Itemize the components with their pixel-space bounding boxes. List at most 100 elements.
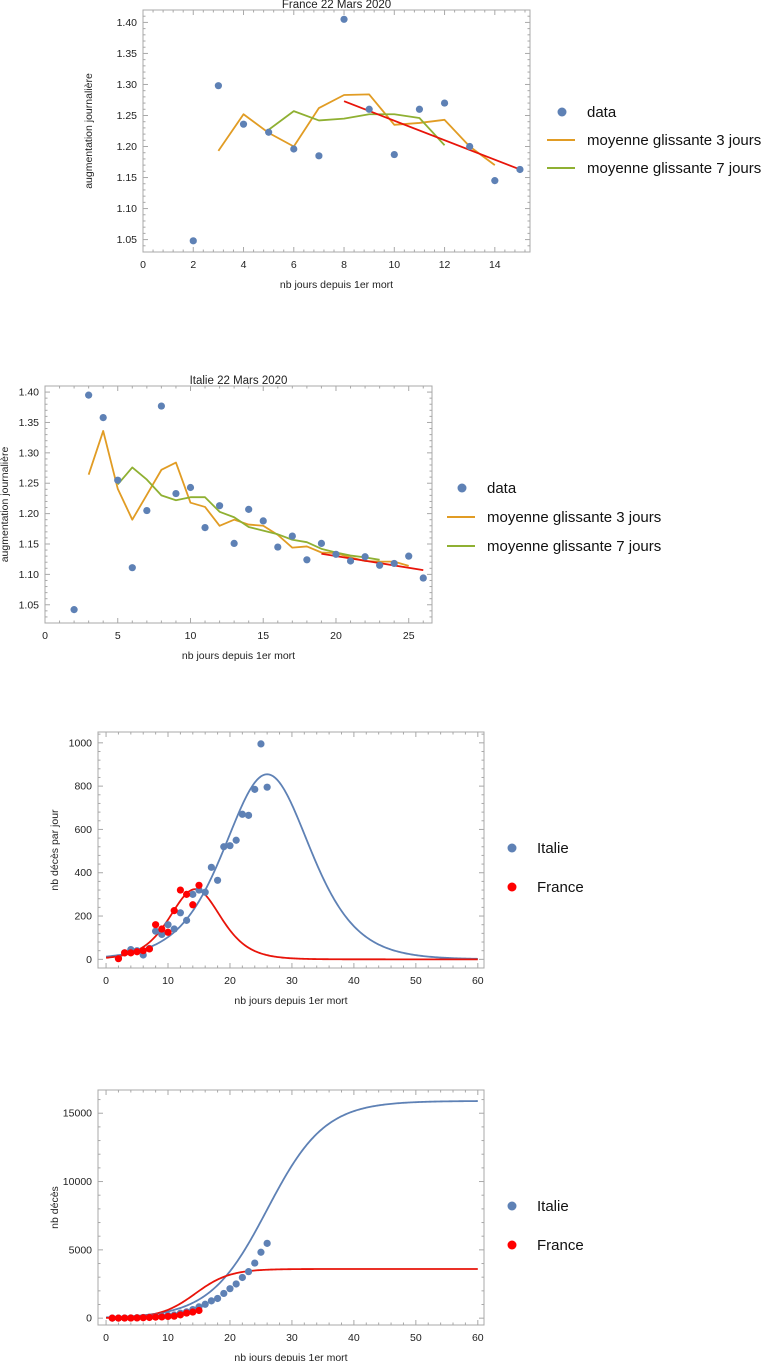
plot-frame — [97, 1089, 485, 1326]
data-point — [415, 105, 424, 113]
y-tick-label: 1.10 — [117, 203, 138, 215]
data-point — [232, 836, 240, 844]
x-tick-label: 30 — [286, 1332, 298, 1344]
data-point — [259, 517, 267, 525]
y-tick-label: 400 — [74, 867, 92, 879]
y-tick-label: 1.40 — [117, 17, 138, 29]
y-tick-label: 1.35 — [117, 48, 138, 60]
data-point — [263, 1239, 271, 1247]
y-tick-label: 1.05 — [19, 599, 40, 611]
data-point — [170, 925, 178, 933]
x-axis-label: nb jours depuis 1er mort — [182, 650, 295, 662]
x-axis-label: nb jours depuis 1er mort — [234, 995, 347, 1007]
data-point — [257, 1248, 265, 1256]
plot-frame — [97, 731, 485, 969]
data-point — [232, 1280, 240, 1288]
data-point — [114, 476, 122, 484]
series-line-3 — [268, 110, 446, 146]
legend-marker — [507, 1201, 517, 1211]
y-axis-label: nb décès — [49, 1186, 61, 1229]
x-tick-label: 40 — [348, 975, 360, 987]
legend-label: moyenne glissante 3 jours — [587, 132, 761, 149]
chart-title: France 22 Mars 2020 — [282, 0, 391, 11]
y-tick-label: 15000 — [63, 1108, 92, 1120]
fit-curve-3 — [105, 773, 478, 960]
y-tick-label: 1.05 — [117, 234, 138, 246]
data-point — [195, 881, 203, 889]
data-point — [215, 502, 224, 510]
x-tick-label: 50 — [410, 975, 422, 987]
legend-label: Italie — [537, 1198, 569, 1215]
data-point — [238, 810, 246, 818]
data-point — [251, 785, 259, 793]
x-tick-label: 4 — [241, 259, 247, 271]
data-point — [516, 165, 524, 174]
data-point — [207, 863, 215, 871]
y-tick-label: 1.30 — [117, 79, 138, 91]
data-point — [220, 1289, 228, 1298]
y-tick-label: 1000 — [69, 737, 93, 749]
data-point — [186, 483, 195, 492]
chart-2: 0 5 10 15 20 25 1.05 1.10 1.15 1.20 1.25 1.30 1.35 1.… — [0, 375, 661, 662]
data-point — [365, 105, 373, 113]
data-point — [170, 907, 178, 915]
y-tick-label: 1.20 — [117, 141, 138, 153]
data-point — [207, 1297, 215, 1305]
data-point — [376, 561, 384, 569]
data-point — [114, 1314, 123, 1322]
data-point — [164, 1312, 172, 1321]
legend-marker — [507, 843, 517, 853]
data-point — [332, 550, 340, 558]
y-tick-label: 1.25 — [19, 478, 40, 490]
data-point — [176, 909, 185, 917]
data-point — [466, 142, 474, 151]
data-point — [133, 948, 141, 956]
data-point — [239, 120, 248, 128]
y-tick-label: 600 — [74, 824, 92, 836]
series-line-4 — [343, 100, 521, 171]
x-tick-label: 10 — [162, 975, 174, 987]
legend-marker — [457, 483, 467, 493]
data-point — [143, 506, 151, 515]
x-axis-label: nb jours depuis 1er mort — [234, 1352, 347, 1361]
data-point — [201, 523, 209, 532]
data-point — [201, 1300, 209, 1308]
y-tick-label: 1.25 — [117, 110, 138, 122]
x-tick-label: 20 — [330, 630, 342, 642]
x-tick-label: 10 — [388, 259, 400, 271]
series-line-2 — [217, 93, 496, 166]
data-point — [133, 1314, 141, 1322]
data-point — [127, 949, 135, 957]
data-point — [121, 1314, 129, 1322]
y-tick-label: 1.15 — [19, 539, 40, 551]
legend-label: France — [537, 1237, 584, 1254]
data-point — [230, 539, 238, 547]
x-tick-label: 10 — [185, 630, 197, 642]
x-tick-label: 0 — [103, 975, 109, 987]
x-tick-label: 0 — [42, 630, 48, 642]
data-point — [158, 930, 166, 939]
data-point — [189, 1308, 197, 1316]
legend-label: France — [537, 879, 584, 896]
plot-frame — [44, 385, 433, 624]
series-line-3 — [117, 466, 380, 561]
data-point — [263, 783, 271, 791]
series-line-2 — [87, 430, 409, 567]
data-point — [340, 15, 348, 23]
data-point — [157, 402, 165, 410]
data-point — [290, 145, 298, 153]
y-tick-label: 200 — [74, 911, 92, 923]
y-tick-label: 5000 — [69, 1244, 93, 1256]
data-point — [128, 564, 136, 572]
y-tick-label: 800 — [74, 781, 92, 793]
legend-marker — [507, 1240, 517, 1250]
data-point — [176, 1311, 185, 1319]
data-point — [183, 1309, 191, 1317]
x-tick-label: 20 — [224, 975, 236, 987]
data-point — [265, 128, 273, 136]
data-point — [127, 1314, 135, 1322]
legend-label: moyenne glissante 3 jours — [487, 509, 661, 526]
data-point — [419, 574, 427, 582]
y-tick-label: 0 — [86, 954, 92, 966]
y-axis-label: augmentation journalière — [83, 73, 95, 189]
